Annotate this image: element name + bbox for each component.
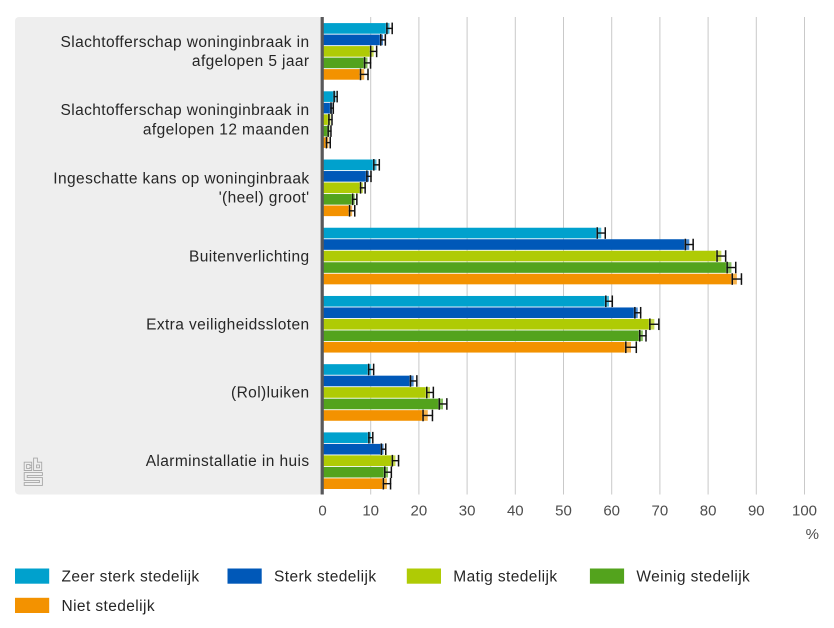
svg-text:Extra veiligheidssloten: Extra veiligheidssloten bbox=[146, 316, 309, 333]
svg-text:Ingeschatte kans op woninginbr: Ingeschatte kans op woninginbraak bbox=[53, 170, 309, 187]
svg-text:10: 10 bbox=[362, 503, 379, 520]
svg-text:Slachtofferschap woninginbraak: Slachtofferschap woninginbraak in bbox=[60, 102, 309, 119]
svg-text:Niet stedelijk: Niet stedelijk bbox=[62, 598, 155, 615]
svg-text:%: % bbox=[806, 526, 819, 543]
svg-text:50: 50 bbox=[555, 503, 572, 520]
svg-text:Slachtofferschap woninginbraak: Slachtofferschap woninginbraak in bbox=[60, 34, 309, 51]
svg-text:Zeer sterk stedelijk: Zeer sterk stedelijk bbox=[62, 569, 200, 586]
svg-text:80: 80 bbox=[700, 503, 717, 520]
svg-text:0: 0 bbox=[318, 503, 326, 520]
svg-text:afgelopen 5 jaar: afgelopen 5 jaar bbox=[192, 53, 310, 70]
svg-text:70: 70 bbox=[652, 503, 669, 520]
svg-text:100: 100 bbox=[792, 503, 817, 520]
svg-text:Sterk stedelijk: Sterk stedelijk bbox=[274, 569, 376, 586]
svg-text:60: 60 bbox=[603, 503, 620, 520]
svg-text:20: 20 bbox=[411, 503, 428, 520]
svg-text:90: 90 bbox=[748, 503, 765, 520]
svg-text:afgelopen 12 maanden: afgelopen 12 maanden bbox=[143, 121, 310, 138]
svg-text:30: 30 bbox=[459, 503, 476, 520]
svg-text:(Rol)luiken: (Rol)luiken bbox=[231, 385, 309, 402]
svg-text:Weinig stedelijk: Weinig stedelijk bbox=[636, 569, 750, 586]
svg-text:'(heel) groot': '(heel) groot' bbox=[219, 190, 310, 207]
svg-text:40: 40 bbox=[507, 503, 524, 520]
svg-text:Alarminstallatie in huis: Alarminstallatie in huis bbox=[146, 453, 310, 470]
svg-text:Matig stedelijk: Matig stedelijk bbox=[453, 569, 557, 586]
svg-text:Buitenverlichting: Buitenverlichting bbox=[189, 248, 310, 265]
